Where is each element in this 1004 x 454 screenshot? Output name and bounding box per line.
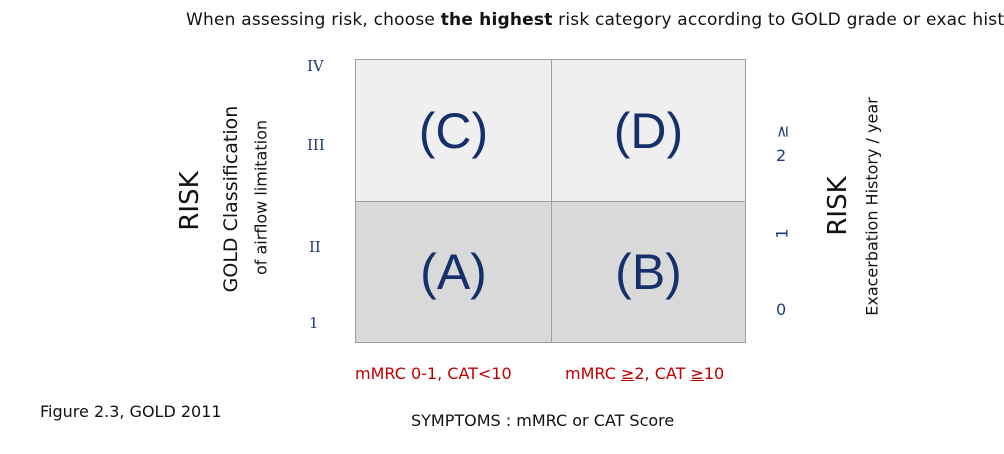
quadrant-c: (C)	[356, 60, 551, 201]
quadrant-d: (D)	[552, 60, 745, 201]
right-axis-subtitle: Exacerbation History / year	[862, 97, 882, 316]
quadrant-c-label: (C)	[418, 102, 489, 159]
quadrant-b: (B)	[552, 202, 745, 342]
exac-tick-1: 1	[772, 228, 792, 239]
exac-tick-0: 0	[776, 300, 787, 319]
symptoms-axis-label: SYMPTOMS : mMRC or CAT Score	[411, 411, 675, 430]
header-prefix: When assessing risk, choose	[186, 10, 441, 30]
header-suffix: risk category according to GOLD grade or…	[552, 10, 1004, 30]
symptom-high-ge-2: ≥	[690, 364, 704, 383]
grade-ii: II	[309, 238, 321, 256]
header-instruction: When assessing risk, choose the highest …	[186, 10, 1004, 30]
figure-caption: Figure 2.3, GOLD 2011	[40, 402, 222, 421]
quadrant-a-label: (A)	[420, 244, 487, 300]
symptom-low-label: mMRC 0-1, CAT<10	[355, 364, 512, 383]
exac-ge-symbol: ≥	[772, 124, 792, 139]
symptom-high-prefix: mMRC	[565, 364, 621, 383]
quadrant-b-label: (B)	[615, 244, 682, 300]
grade-iii: III	[307, 136, 325, 154]
grade-i: 1	[309, 314, 319, 332]
quadrant-d-label: (D)	[613, 102, 684, 159]
quadrant-a: (A)	[356, 202, 551, 342]
symptom-high-label: mMRC ≥2, CAT ≥10	[565, 364, 724, 383]
risk-quadrant-grid: (C) (D) (A) (B)	[355, 59, 746, 343]
header-bold: the highest	[440, 10, 553, 30]
left-axis-line2: of airflow limitation	[251, 119, 271, 276]
grid-horizontal-divider	[356, 201, 745, 202]
symptom-high-ge-1: ≥	[620, 364, 635, 383]
grade-iv: IV	[307, 57, 324, 75]
exac-tick-2: 2	[776, 146, 787, 165]
left-axis-line1: GOLD Classification	[220, 105, 242, 293]
symptom-high-suffix: 10	[703, 364, 725, 383]
left-risk-title: RISK	[175, 171, 205, 231]
symptom-high-mid: 2, CAT	[634, 364, 691, 383]
right-risk-title: RISK	[823, 176, 853, 236]
